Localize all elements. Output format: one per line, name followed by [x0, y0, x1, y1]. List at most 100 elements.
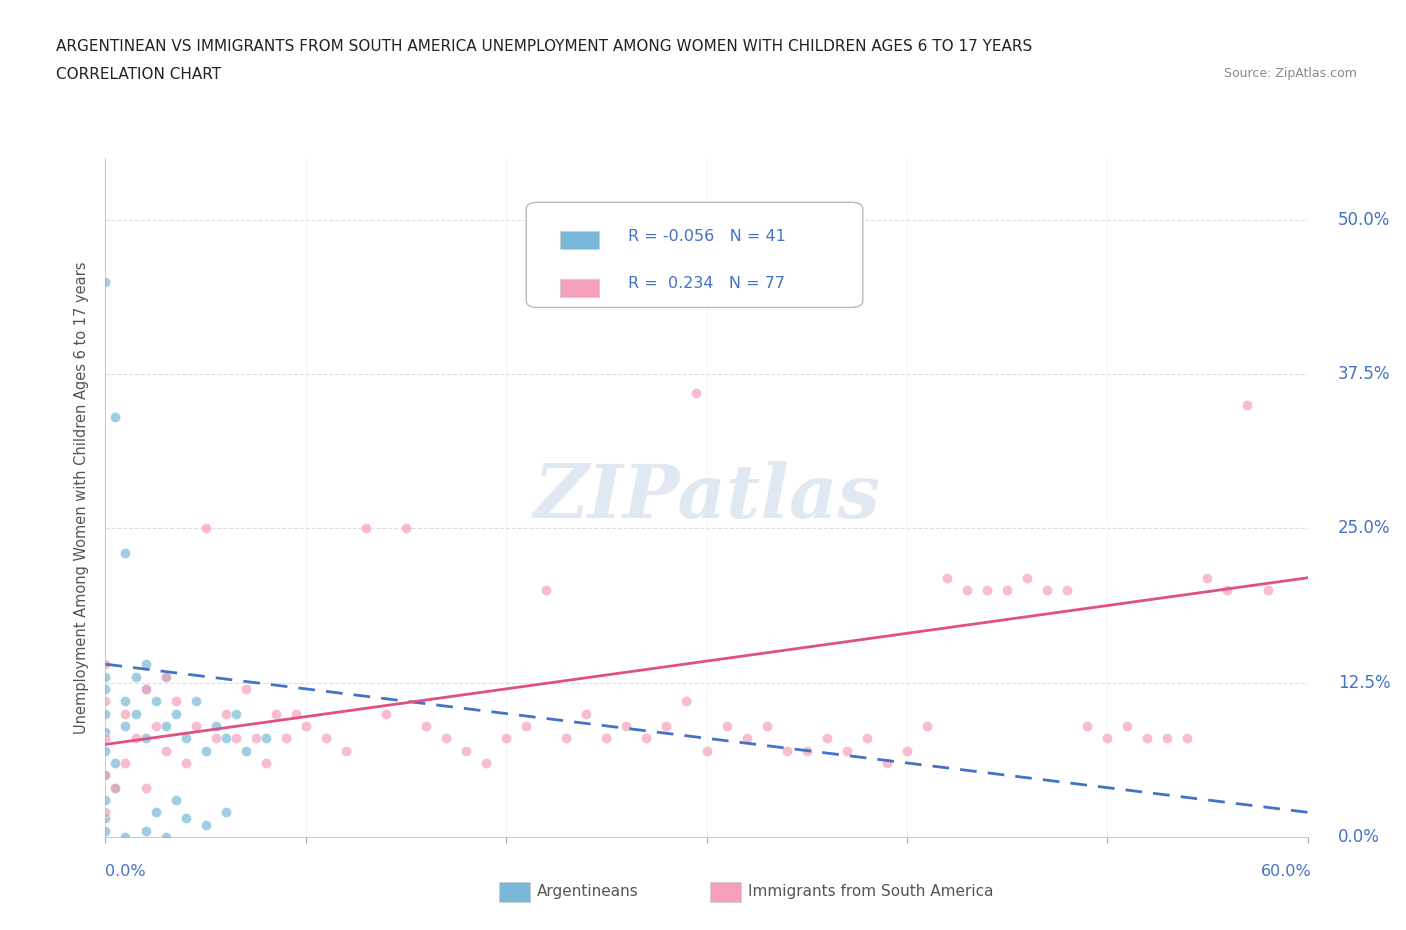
Point: [896, 743, 918, 758]
Point: [575, 706, 598, 721]
Text: ARGENTINEAN VS IMMIGRANTS FROM SOUTH AMERICA UNEMPLOYMENT AMONG WOMEN WITH CHILD: ARGENTINEAN VS IMMIGRANTS FROM SOUTH AME…: [56, 39, 1032, 54]
Point: [135, 780, 157, 795]
Text: 50.0%: 50.0%: [1337, 211, 1391, 229]
Point: [214, 731, 236, 746]
Point: [104, 780, 127, 795]
Point: [124, 731, 146, 746]
Point: [876, 755, 898, 770]
Text: 37.5%: 37.5%: [1337, 365, 1391, 383]
Point: [1156, 731, 1178, 746]
Point: [124, 669, 146, 684]
Point: [135, 657, 157, 671]
Point: [245, 731, 267, 746]
Point: [145, 804, 167, 819]
Point: [395, 521, 418, 536]
Point: [194, 521, 217, 536]
Point: [94, 804, 117, 819]
Text: Argentineans: Argentineans: [537, 884, 638, 899]
Point: [135, 682, 157, 697]
Point: [995, 583, 1018, 598]
Point: [94, 657, 117, 671]
Point: [254, 755, 277, 770]
Point: [165, 706, 187, 721]
Point: [755, 719, 778, 734]
Text: R = -0.056   N = 41: R = -0.056 N = 41: [628, 229, 786, 244]
Text: 60.0%: 60.0%: [1261, 864, 1312, 879]
Point: [434, 731, 457, 746]
Text: 25.0%: 25.0%: [1337, 520, 1391, 538]
Point: [145, 694, 167, 709]
Point: [1236, 397, 1258, 412]
Point: [1076, 719, 1098, 734]
Point: [1197, 570, 1219, 585]
Point: [235, 682, 257, 697]
Text: CORRELATION CHART: CORRELATION CHART: [56, 67, 221, 82]
Bar: [560, 231, 599, 249]
Point: [155, 743, 177, 758]
Point: [145, 719, 167, 734]
Point: [155, 669, 177, 684]
Point: [204, 719, 226, 734]
Point: [685, 385, 707, 400]
Point: [165, 792, 187, 807]
Point: [94, 724, 117, 739]
FancyBboxPatch shape: [526, 202, 863, 308]
Point: [264, 706, 287, 721]
Point: [315, 731, 337, 746]
Point: [94, 743, 117, 758]
Point: [475, 755, 498, 770]
Point: [595, 731, 617, 746]
Point: [135, 731, 157, 746]
Point: [104, 780, 127, 795]
Point: [94, 274, 117, 289]
Point: [1116, 719, 1139, 734]
Point: [616, 719, 638, 734]
Point: [194, 743, 217, 758]
Point: [94, 682, 117, 697]
Text: 12.5%: 12.5%: [1337, 673, 1391, 692]
Text: R =  0.234   N = 77: R = 0.234 N = 77: [628, 276, 786, 291]
Point: [284, 706, 307, 721]
Point: [114, 706, 136, 721]
Point: [1015, 570, 1038, 585]
Point: [174, 755, 197, 770]
Bar: [560, 279, 599, 297]
Point: [716, 719, 738, 734]
Y-axis label: Unemployment Among Women with Children Ages 6 to 17 years: Unemployment Among Women with Children A…: [75, 261, 90, 734]
Point: [915, 719, 938, 734]
Point: [94, 768, 117, 783]
Point: [1175, 731, 1198, 746]
Point: [354, 521, 377, 536]
Point: [155, 669, 177, 684]
Point: [515, 719, 537, 734]
Point: [555, 731, 578, 746]
Point: [114, 546, 136, 561]
Point: [636, 731, 658, 746]
Point: [94, 669, 117, 684]
Point: [235, 743, 257, 758]
Point: [534, 583, 557, 598]
Point: [155, 830, 177, 844]
Point: [1216, 583, 1239, 598]
Point: [194, 817, 217, 832]
Point: [976, 583, 998, 598]
Point: [94, 694, 117, 709]
Point: [174, 731, 197, 746]
Point: [114, 755, 136, 770]
Point: [135, 823, 157, 838]
Point: [94, 823, 117, 838]
Text: Immigrants from South America: Immigrants from South America: [748, 884, 994, 899]
Point: [225, 706, 247, 721]
Text: 0.0%: 0.0%: [1337, 828, 1379, 846]
Point: [114, 830, 136, 844]
Point: [184, 719, 207, 734]
Point: [214, 706, 236, 721]
Text: ZIPatlas: ZIPatlas: [533, 461, 880, 534]
Point: [94, 731, 117, 746]
Point: [274, 731, 297, 746]
Point: [94, 792, 117, 807]
Point: [254, 731, 277, 746]
Point: [114, 719, 136, 734]
Point: [214, 804, 236, 819]
Point: [104, 755, 127, 770]
